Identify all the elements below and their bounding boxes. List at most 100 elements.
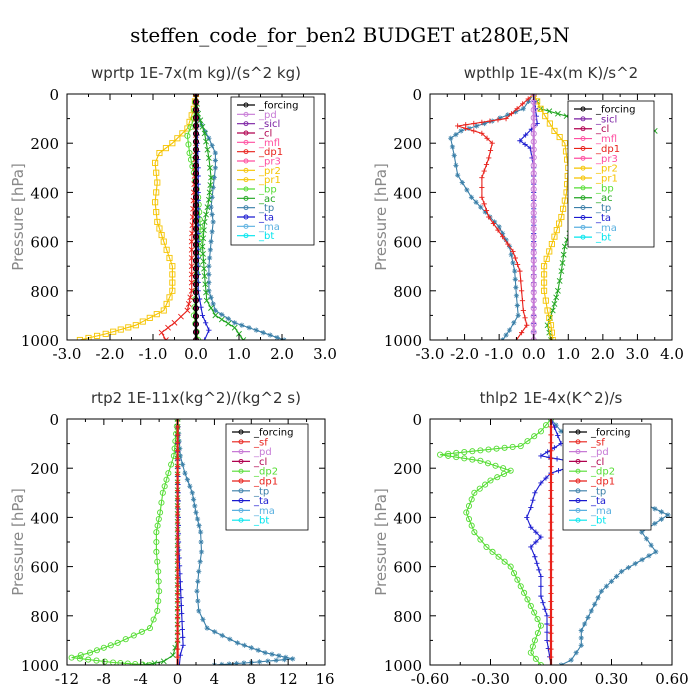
legend-label: _ta: [253, 496, 269, 507]
data-point: [110, 328, 117, 335]
data-point: [477, 457, 484, 464]
data-point: [560, 251, 567, 258]
data-point: [537, 428, 544, 435]
data-point: [174, 535, 181, 541]
data-point: [68, 654, 75, 661]
data-point: [613, 573, 620, 580]
data-point: [553, 294, 560, 301]
data-point: [582, 621, 588, 627]
legend-marker: [575, 507, 581, 513]
data-point: [625, 564, 632, 571]
data-point: [487, 118, 493, 124]
figure-title: steffen_code_for_ben2 BUDGET at280E,5N: [130, 23, 570, 47]
data-point: [187, 124, 194, 131]
data-point: [290, 656, 296, 662]
data-point: [530, 273, 537, 280]
data-point: [478, 204, 484, 210]
legend-marker: [238, 488, 244, 494]
data-point: [520, 101, 526, 107]
legend-label: _pd: [590, 447, 609, 458]
x-tick-label: 4.0: [660, 345, 684, 363]
y-tick-label: 800: [30, 283, 59, 301]
data-point: [544, 629, 550, 635]
data-point: [548, 471, 554, 478]
data-point: [182, 470, 188, 476]
data-point: [551, 301, 558, 307]
legend-label: _bt: [253, 516, 269, 527]
data-point: [544, 322, 551, 329]
data-point: [146, 661, 153, 665]
legend-label: _ma: [253, 506, 275, 517]
data-point: [534, 616, 541, 623]
data-point: [530, 114, 537, 121]
data-point: [544, 307, 551, 314]
data-point: [524, 322, 530, 328]
legend-marker: [243, 205, 249, 211]
data-point: [201, 273, 208, 279]
legend-label: _forcing: [595, 105, 636, 116]
data-point: [507, 467, 514, 474]
y-tick-label: 800: [393, 283, 422, 301]
data-point: [544, 637, 550, 643]
data-point: [212, 150, 218, 156]
data-point: [537, 661, 544, 665]
data-point: [546, 108, 553, 115]
data-point: [153, 538, 160, 546]
data-point: [513, 293, 520, 299]
y-tick-label: 0: [412, 86, 422, 104]
data-point: [548, 590, 554, 597]
y-tick-label: 400: [393, 184, 422, 202]
data-point: [459, 179, 465, 186]
y-tick-label: 800: [393, 608, 422, 626]
y-tick-label: 200: [393, 460, 422, 478]
data-point: [618, 568, 625, 575]
legend: _forcing_sf_pd_cl_dp2_dp1_tp_ta_ma_bt: [562, 423, 652, 531]
data-point: [530, 162, 537, 169]
data-point: [208, 204, 214, 210]
data-point: [540, 600, 546, 606]
data-point: [517, 443, 524, 450]
data-point: [548, 575, 554, 581]
data-point: [479, 194, 485, 200]
data-point: [274, 334, 280, 340]
data-point: [212, 629, 218, 635]
series-markers-pr1: [76, 94, 200, 340]
y-axis-label: Pressure [hPa]: [372, 163, 390, 271]
data-point: [186, 149, 193, 157]
legend-marker: [238, 458, 244, 464]
legend-label: _bt: [590, 516, 606, 527]
chart-panel-2: wpthlp 1E-4x(m K)/s^2 Pressure [hPa] 0 200 4…: [372, 64, 684, 363]
data-point: [542, 297, 549, 304]
data-point: [210, 184, 216, 191]
data-point: [509, 443, 516, 450]
data-point: [197, 559, 203, 565]
series-group: [68, 419, 296, 665]
data-point: [558, 213, 565, 221]
data-point: [162, 337, 169, 340]
legend-marker: [580, 165, 586, 171]
y-tick-label: 1000: [384, 332, 422, 350]
data-point: [541, 279, 548, 286]
data-point: [212, 307, 218, 314]
data-point: [453, 454, 460, 461]
legend-label: _sf: [253, 437, 268, 448]
y-tick-label: 1000: [384, 657, 422, 675]
x-tick-label: -2.0: [450, 345, 479, 363]
data-point: [246, 325, 252, 331]
data-point: [522, 315, 528, 321]
data-point: [546, 314, 553, 321]
series-line-pr1: [533, 94, 569, 340]
data-point: [201, 219, 208, 225]
data-point: [158, 329, 165, 336]
data-point: [178, 313, 184, 320]
legend-marker: [243, 139, 249, 145]
data-point: [471, 128, 477, 134]
legend-marker: [580, 224, 586, 230]
x-tick-label: 0.60: [655, 670, 688, 688]
legend-box: [567, 100, 655, 248]
data-point: [530, 497, 536, 503]
data-point: [192, 241, 200, 248]
data-point: [461, 449, 468, 456]
data-point: [200, 258, 207, 265]
data-point: [495, 227, 501, 233]
